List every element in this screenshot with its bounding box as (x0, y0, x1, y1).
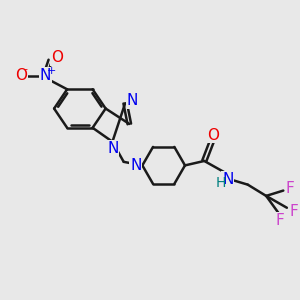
Text: F: F (290, 204, 298, 219)
Text: F: F (286, 181, 294, 196)
Text: -: - (23, 64, 27, 74)
Text: N: N (222, 172, 234, 187)
Text: N: N (40, 68, 51, 83)
Text: H: H (215, 176, 226, 190)
Text: F: F (276, 213, 284, 228)
Text: O: O (51, 50, 63, 65)
Text: O: O (15, 68, 27, 83)
Text: N: N (130, 158, 142, 173)
Text: +: + (46, 66, 56, 76)
Text: N: N (127, 93, 138, 108)
Text: N: N (107, 141, 119, 156)
Text: O: O (207, 128, 219, 143)
